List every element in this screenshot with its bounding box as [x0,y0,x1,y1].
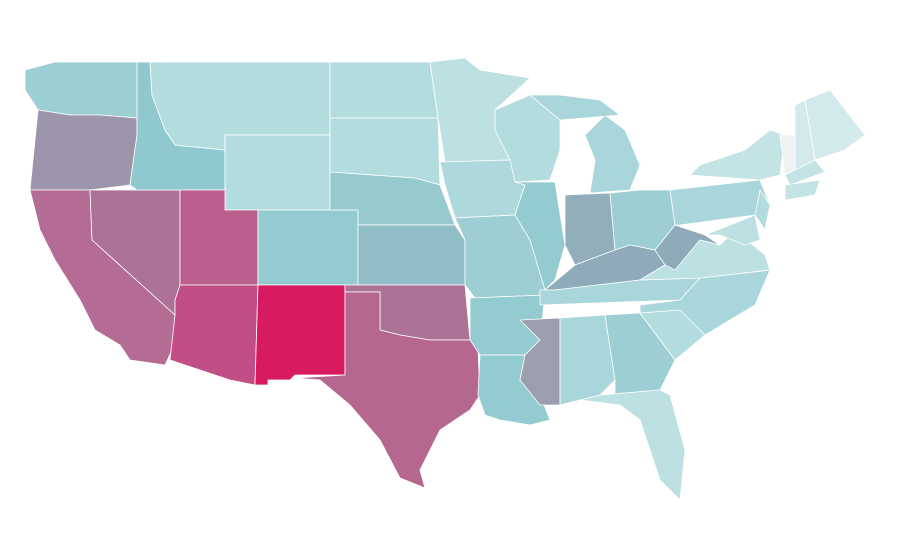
state-region [754,188,771,232]
state-region [24,61,138,119]
state-region [257,209,359,286]
state-region [528,94,622,121]
state-region [579,389,686,501]
state-region [779,134,796,176]
state-region [584,114,641,194]
state-region [704,214,761,246]
state-region [29,109,138,191]
state-region [357,224,466,286]
state-region [294,291,481,489]
state-region [784,179,821,201]
state-region [254,284,346,386]
state-region [224,134,331,211]
state-region [804,89,866,161]
state-region [169,284,259,386]
state-region [329,61,439,119]
state-region [654,224,721,271]
state-region [689,129,786,181]
state-region [784,159,826,186]
